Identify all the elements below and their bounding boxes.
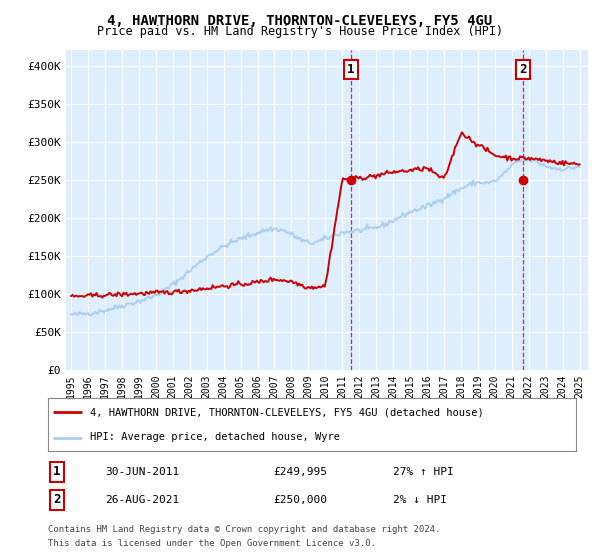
Text: 2: 2 <box>519 63 527 76</box>
Text: Price paid vs. HM Land Registry's House Price Index (HPI): Price paid vs. HM Land Registry's House … <box>97 25 503 38</box>
Text: 1: 1 <box>347 63 355 76</box>
Text: Contains HM Land Registry data © Crown copyright and database right 2024.: Contains HM Land Registry data © Crown c… <box>48 525 440 534</box>
Text: 27% ↑ HPI: 27% ↑ HPI <box>393 466 454 477</box>
Text: 2% ↓ HPI: 2% ↓ HPI <box>393 494 447 505</box>
Text: 1: 1 <box>53 465 61 478</box>
Text: This data is licensed under the Open Government Licence v3.0.: This data is licensed under the Open Gov… <box>48 539 376 548</box>
Text: HPI: Average price, detached house, Wyre: HPI: Average price, detached house, Wyre <box>90 432 340 442</box>
Text: £249,995: £249,995 <box>273 466 327 477</box>
Text: 2: 2 <box>53 493 61 506</box>
Text: 30-JUN-2011: 30-JUN-2011 <box>105 466 179 477</box>
Text: £250,000: £250,000 <box>273 494 327 505</box>
Text: 4, HAWTHORN DRIVE, THORNTON-CLEVELEYS, FY5 4GU (detached house): 4, HAWTHORN DRIVE, THORNTON-CLEVELEYS, F… <box>90 408 484 418</box>
Text: 4, HAWTHORN DRIVE, THORNTON-CLEVELEYS, FY5 4GU: 4, HAWTHORN DRIVE, THORNTON-CLEVELEYS, F… <box>107 14 493 28</box>
Text: 26-AUG-2021: 26-AUG-2021 <box>105 494 179 505</box>
